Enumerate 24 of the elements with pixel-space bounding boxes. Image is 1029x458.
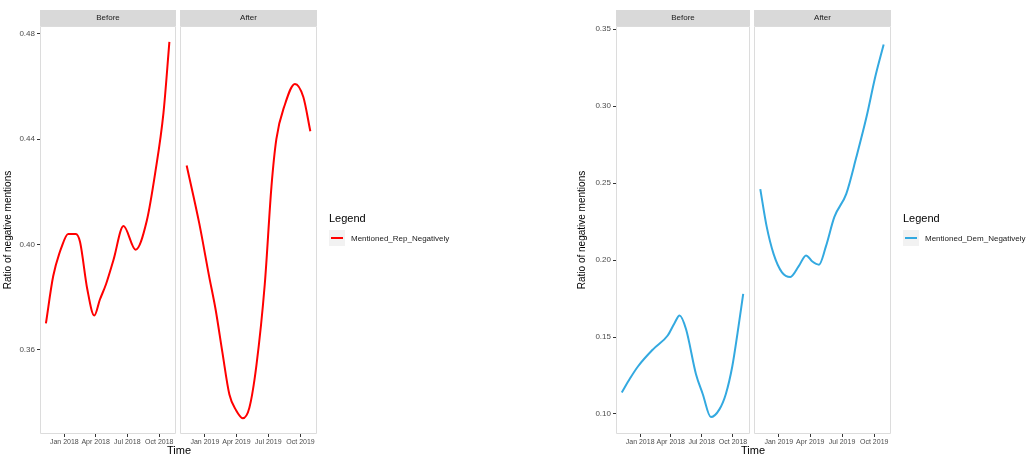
line-series [44, 40, 171, 325]
legend-label: Mentioned_Dem_Negatively [925, 233, 1026, 243]
y-tick-label: 0.35 [595, 24, 612, 34]
y-tick-label: 0.44 [19, 134, 36, 144]
legend-title: Legend [329, 212, 367, 224]
legend-label: Mentioned_Rep_Negatively [351, 233, 450, 243]
legend-title: Legend [903, 212, 941, 224]
y-tick-label: 0.40 [19, 239, 36, 249]
x-axis-title: Time [740, 444, 766, 456]
y-axis-title: Ratio of negative mentions [1, 170, 13, 290]
y-tick-label: 0.20 [595, 255, 612, 265]
chart-title: Before [616, 10, 750, 26]
y-tick-label: 0.30 [595, 101, 612, 111]
y-tick-label: 0.48 [19, 29, 36, 39]
y-tick-label: 0.25 [595, 178, 612, 188]
y-tick-label: 0.10 [595, 409, 612, 419]
x-axis-title: Time [166, 444, 192, 456]
chart-title: After [180, 10, 317, 26]
chart-title: Before [40, 10, 176, 26]
y-axis-title: Ratio of negative mentions [575, 170, 587, 290]
y-tick-label: 0.36 [19, 344, 36, 354]
line-series [620, 292, 745, 419]
chart-title: After [754, 10, 891, 26]
y-tick-label: 0.15 [595, 332, 612, 342]
